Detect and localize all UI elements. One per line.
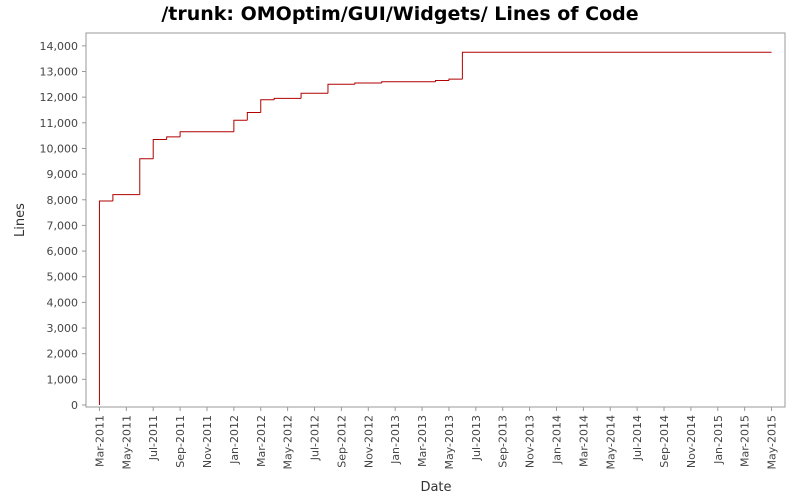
line-step: [327, 83, 355, 94]
y-tick-label: 1,000: [47, 373, 79, 386]
x-tick-label: Jan-2015: [712, 415, 725, 465]
y-tick-label: 8,000: [47, 194, 79, 207]
y-tick-label: 6,000: [47, 245, 79, 258]
y-tick-label: 4,000: [47, 296, 79, 309]
x-tick-label: Nov-2014: [685, 415, 698, 468]
y-tick-label: 2,000: [47, 348, 79, 361]
line-step: [246, 112, 261, 121]
chart-title: /trunk: OMOptim/GUI/Widgets/ Lines of Co…: [161, 3, 638, 25]
x-tick-label: Sep-2012: [335, 415, 348, 468]
y-tick-label: 3,000: [47, 322, 79, 335]
x-tick-label: Jul-2014: [631, 415, 644, 461]
y-tick-label: 14,000: [40, 40, 79, 53]
line-step: [139, 158, 154, 195]
line-step: [381, 81, 436, 84]
x-tick-label: Jul-2011: [147, 415, 160, 461]
line-step: [179, 131, 234, 137]
line-step: [233, 119, 248, 132]
x-axis-title: Date: [420, 480, 451, 495]
x-tick-label: Mar-2014: [577, 415, 590, 467]
y-tick-label: 13,000: [40, 65, 79, 78]
x-tick-label: Mar-2012: [255, 415, 268, 467]
line-step: [448, 78, 463, 81]
line-step: [98, 200, 113, 405]
x-tick-label: Mar-2013: [416, 415, 429, 467]
line-step: [354, 82, 382, 85]
x-tick-label: Nov-2012: [362, 415, 375, 468]
line-step: [166, 136, 181, 140]
y-tick-label: 10,000: [40, 142, 79, 155]
y-tick-label: 9,000: [47, 168, 79, 181]
x-tick-label: Jan-2014: [550, 415, 563, 465]
line-step: [112, 194, 140, 202]
line-step: [300, 92, 328, 99]
line-step: [273, 97, 302, 100]
x-tick-label: May-2013: [443, 415, 456, 470]
y-tick-label: 12,000: [40, 91, 79, 104]
line-step: [461, 51, 772, 59]
y-tick-label: 0: [71, 399, 78, 412]
x-tick-label: May-2012: [282, 415, 295, 470]
line-step: [260, 99, 275, 113]
x-tick-label: Sep-2014: [658, 415, 671, 468]
y-tick-label: 5,000: [47, 271, 79, 284]
line-step: [152, 138, 167, 159]
x-tick-label: Nov-2011: [201, 415, 214, 468]
x-tick-label: Mar-2011: [93, 415, 106, 467]
x-tick-label: Mar-2015: [739, 415, 752, 467]
x-tick-label: Sep-2013: [497, 415, 510, 468]
x-tick-label: Jul-2013: [470, 415, 483, 461]
x-tick-label: May-2011: [120, 415, 133, 470]
x-tick-label: May-2014: [604, 415, 617, 470]
x-tick-label: Nov-2013: [524, 415, 537, 468]
y-axis-title: Lines: [13, 203, 28, 237]
x-tick-label: May-2015: [766, 415, 779, 470]
line-step: [435, 79, 449, 82]
x-tick-label: Jan-2012: [228, 415, 241, 465]
x-tick-label: Jan-2013: [389, 415, 402, 465]
y-tick-label: 7,000: [47, 219, 79, 232]
y-tick-label: 11,000: [40, 117, 79, 130]
x-tick-label: Sep-2011: [174, 415, 187, 468]
x-tick-label: Jul-2012: [309, 415, 322, 461]
plot-area: [85, 32, 786, 408]
